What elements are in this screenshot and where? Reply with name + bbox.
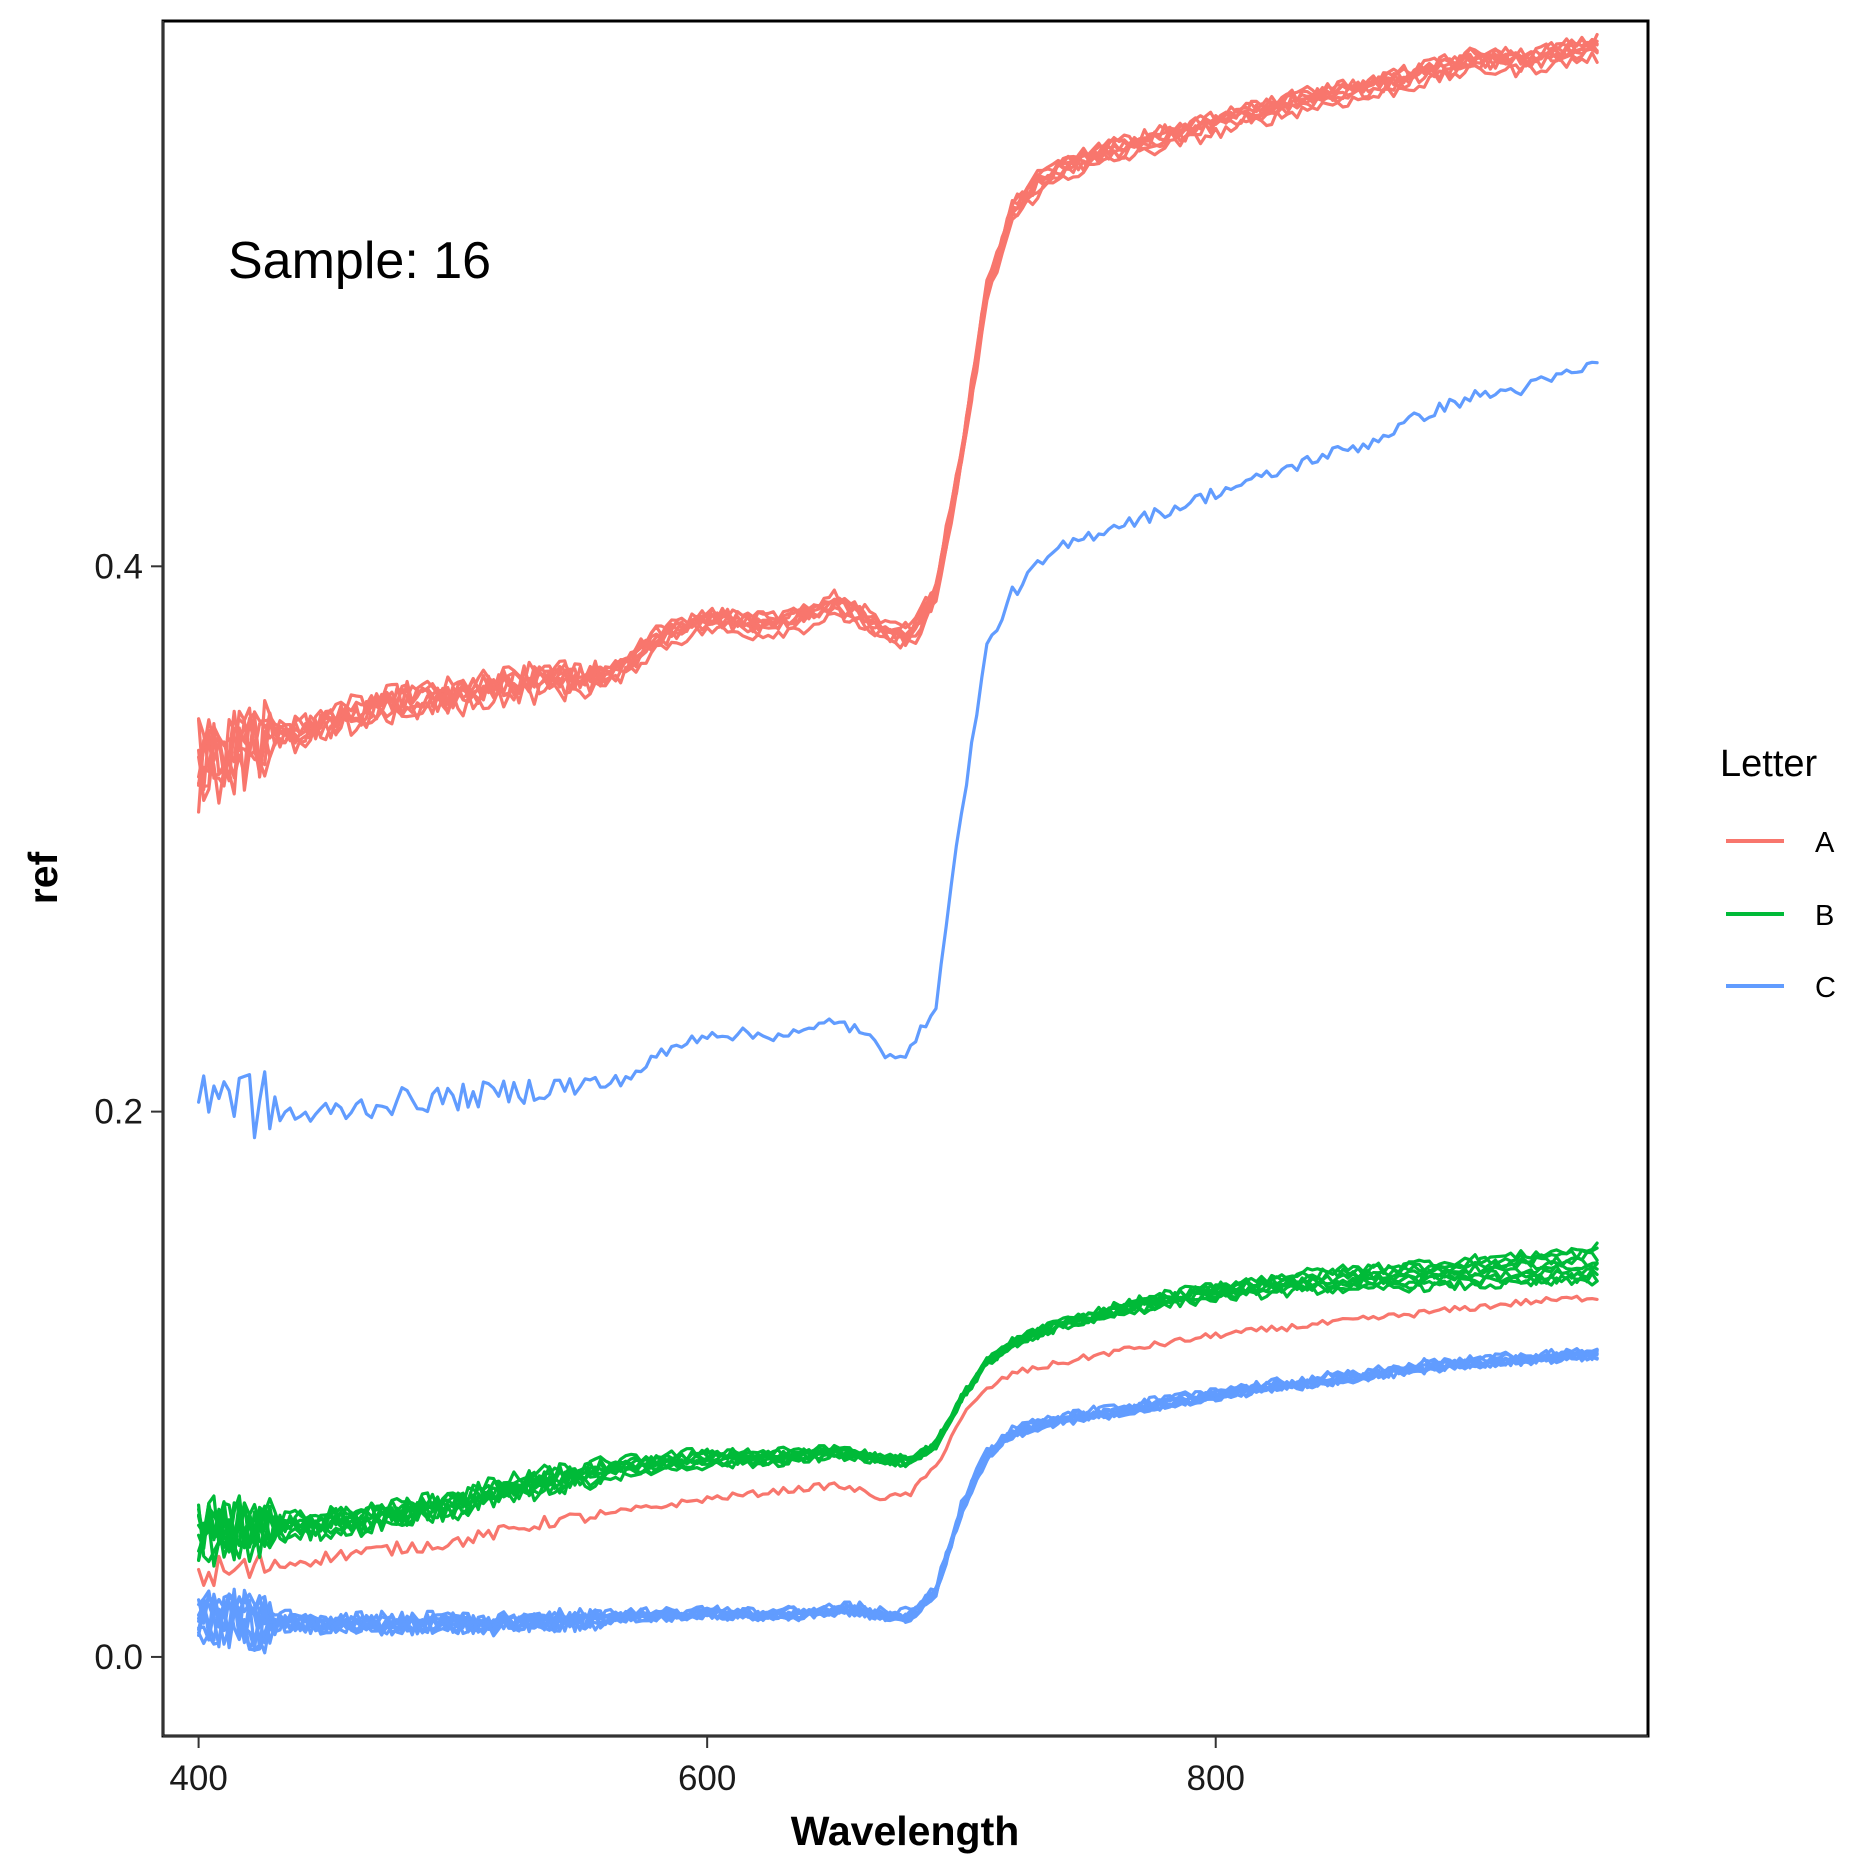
legend-label-a: A [1815,827,1835,859]
series-line-c-4-7 [197,1351,1599,1655]
y-tick-label: 0.0 [94,1638,143,1677]
x-tick-label: 400 [169,1759,227,1798]
plot-panel [163,21,1648,1736]
series-line-a-0-7 [197,33,1599,789]
x-tick-label: 600 [678,1759,736,1798]
y-tick-label: 0.2 [94,1093,143,1132]
x-axis: 400 600 800 [163,1735,1648,1798]
series-line-c-4-8 [197,1350,1599,1652]
y-tick-label: 0.4 [94,547,143,586]
annotation-sample: Sample: 16 [228,232,491,290]
legend: Letter A B C [1720,743,1836,1004]
series-line-a-0-6 [197,51,1599,814]
x-axis-title: Wavelength [791,1808,1020,1854]
series-line-c-3-0 [197,360,1599,1140]
y-axis-title: ref [20,851,66,904]
legend-label-b: B [1815,900,1834,932]
legend-title: Letter [1720,743,1818,785]
y-axis: 0.0 0.2 0.4 [94,21,164,1736]
legend-label-c: C [1815,972,1836,1004]
series-line-b-2-8 [197,1241,1599,1568]
x-tick-label: 800 [1187,1759,1245,1798]
series-layer [197,33,1599,1655]
series-line-a-1-0 [197,1294,1599,1588]
series-line-b-2-7 [197,1246,1599,1563]
